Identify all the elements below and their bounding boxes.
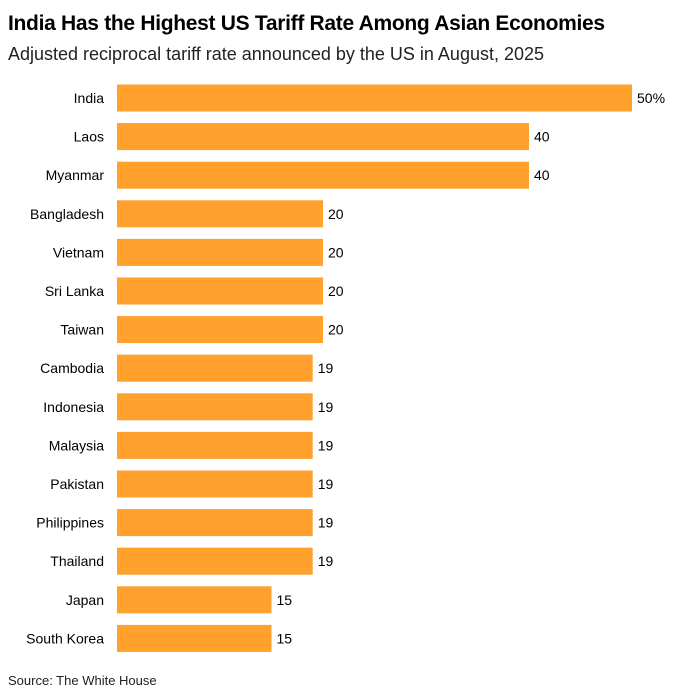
category-label-bangladesh: Bangladesh — [30, 206, 104, 222]
bar-pakistan — [117, 470, 313, 498]
category-label-philippines: Philippines — [36, 515, 104, 531]
value-label-bangladesh: 20 — [328, 206, 344, 222]
category-label-vietnam: Vietnam — [53, 244, 104, 260]
bar-south-korea — [117, 624, 272, 652]
bar-taiwan — [117, 316, 323, 344]
category-label-taiwan: Taiwan — [60, 322, 104, 338]
bar-myanmar — [117, 161, 529, 189]
value-label-cambodia: 19 — [318, 360, 334, 376]
category-label-indonesia: Indonesia — [43, 399, 104, 415]
bar-indonesia — [117, 393, 313, 421]
source-note: Source: The White House — [8, 673, 157, 688]
bar-chart: India 50% Laos 40 Myanmar 40 Bangladesh 20 Vietn… — [26, 84, 665, 652]
value-label-vietnam: 20 — [328, 244, 344, 260]
value-label-malaysia: 19 — [318, 437, 334, 453]
value-label-south-korea: 15 — [277, 630, 293, 646]
category-label-laos: Laos — [74, 129, 104, 145]
bar-laos — [117, 123, 529, 151]
category-label-japan: Japan — [66, 592, 104, 608]
value-label-sri-lanka: 20 — [328, 283, 344, 299]
category-label-sri-lanka: Sri Lanka — [45, 283, 104, 299]
category-label-cambodia: Cambodia — [40, 360, 104, 376]
bar-vietnam — [117, 238, 323, 266]
bar-thailand — [117, 547, 313, 575]
chart-title: India Has the Highest US Tariff Rate Amo… — [8, 12, 605, 35]
bar-india — [117, 84, 632, 112]
bar-sri-lanka — [117, 277, 323, 305]
category-label-myanmar: Myanmar — [46, 167, 105, 183]
value-label-japan: 15 — [277, 592, 293, 608]
bar-japan — [117, 586, 272, 614]
bar-philippines — [117, 509, 313, 537]
value-label-india: 50% — [637, 90, 665, 106]
category-label-south-korea: South Korea — [26, 630, 104, 646]
value-label-thailand: 19 — [318, 553, 334, 569]
value-label-taiwan: 20 — [328, 322, 344, 338]
value-label-myanmar: 40 — [534, 167, 550, 183]
chart-subtitle: Adjusted reciprocal tariff rate announce… — [8, 44, 545, 64]
category-label-thailand: Thailand — [50, 553, 104, 569]
value-label-indonesia: 19 — [318, 399, 334, 415]
category-label-pakistan: Pakistan — [50, 476, 104, 492]
category-label-india: India — [74, 90, 105, 106]
value-label-pakistan: 19 — [318, 476, 334, 492]
bar-bangladesh — [117, 200, 323, 228]
bar-cambodia — [117, 354, 313, 382]
value-label-laos: 40 — [534, 129, 550, 145]
value-label-philippines: 19 — [318, 515, 334, 531]
bar-malaysia — [117, 431, 313, 459]
category-label-malaysia: Malaysia — [49, 437, 104, 453]
